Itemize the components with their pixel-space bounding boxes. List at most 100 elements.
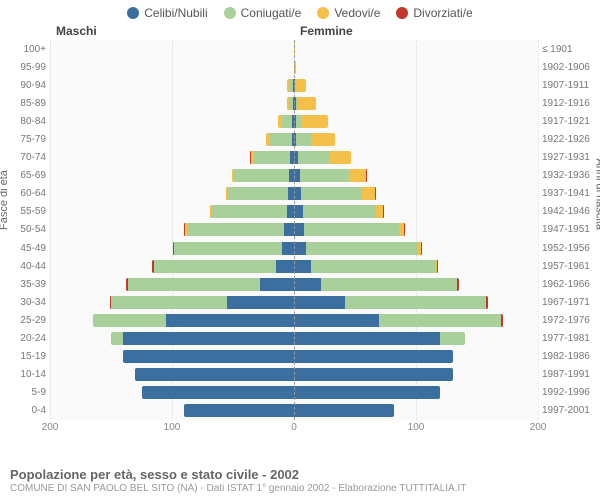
- legend-item: Celibi/Nubili: [127, 6, 207, 20]
- age-label: 85-89: [0, 94, 50, 112]
- female-bar: [294, 76, 538, 94]
- birth-label: 1962-1966: [538, 275, 600, 293]
- birth-label: 1902-1906: [538, 58, 600, 76]
- legend: Celibi/NubiliConiugati/eVedovi/eDivorzia…: [0, 0, 600, 24]
- birth-label: 1997-2001: [538, 402, 600, 420]
- legend-label: Vedovi/e: [334, 6, 380, 20]
- x-axis: 2001000100200: [0, 422, 600, 436]
- legend-item: Vedovi/e: [317, 6, 380, 20]
- bar-segment: [184, 404, 294, 417]
- female-bar: [294, 257, 538, 275]
- bar-segment: [294, 296, 345, 309]
- bar-segment: [287, 205, 294, 218]
- bar-segment: [128, 278, 260, 291]
- birth-label: 1932-1936: [538, 167, 600, 185]
- bar-segment: [294, 278, 321, 291]
- bar-segment: [311, 260, 435, 273]
- birth-label: 1917-1921: [538, 112, 600, 130]
- bar-segment: [260, 278, 294, 291]
- bar-segment: [457, 278, 458, 291]
- bar-segment: [375, 187, 376, 200]
- legend-item: Coniugati/e: [224, 6, 302, 20]
- female-bar: [294, 94, 538, 112]
- age-label: 30-34: [0, 293, 50, 311]
- bar-segment: [111, 296, 227, 309]
- age-label: 5-9: [0, 384, 50, 402]
- male-bar: [50, 112, 294, 130]
- female-bar: [294, 130, 538, 148]
- female-bar: [294, 239, 538, 257]
- bar-segment: [282, 115, 292, 128]
- bar-segment: [421, 242, 422, 255]
- age-label: 0-4: [0, 402, 50, 420]
- birth-label: 1992-1996: [538, 384, 600, 402]
- male-bar: [50, 40, 294, 58]
- age-label: 25-29: [0, 311, 50, 329]
- age-label: 15-19: [0, 348, 50, 366]
- age-label: 35-39: [0, 275, 50, 293]
- male-bar: [50, 76, 294, 94]
- bar-segment: [345, 296, 485, 309]
- bar-segment: [440, 332, 464, 345]
- bar-segment: [296, 133, 311, 146]
- bar-segment: [154, 260, 276, 273]
- birth-label: 1977-1981: [538, 330, 600, 348]
- bar-segment: [270, 133, 292, 146]
- bar-segment: [298, 151, 330, 164]
- y-right-axis-title: Anni di nascita: [594, 158, 600, 230]
- bar-segment: [311, 133, 335, 146]
- column-headers: Maschi Femmine: [0, 24, 600, 38]
- bar-segment: [294, 404, 394, 417]
- female-bar: [294, 40, 538, 58]
- bar-segment: [362, 187, 374, 200]
- y-right-axis: ≤ 19011902-19061907-19111912-19161917-19…: [538, 40, 600, 420]
- birth-label: 1967-1971: [538, 293, 600, 311]
- bar-segment: [366, 169, 367, 182]
- footer: Popolazione per età, sesso e stato civil…: [10, 467, 590, 494]
- legend-label: Celibi/Nubili: [144, 6, 207, 20]
- age-label: 75-79: [0, 130, 50, 148]
- bar-segment: [294, 368, 453, 381]
- bar-segment: [376, 205, 383, 218]
- male-bar: [50, 330, 294, 348]
- bar-segment: [294, 386, 440, 399]
- male-bar: [50, 402, 294, 420]
- male-bar: [50, 239, 294, 257]
- bar-segment: [303, 205, 376, 218]
- bar-segment: [174, 242, 281, 255]
- bar-segment: [404, 223, 405, 236]
- female-bar: [294, 366, 538, 384]
- bar-segment: [486, 296, 488, 309]
- bar-segment: [123, 332, 294, 345]
- bar-segment: [301, 115, 328, 128]
- bar-segment: [123, 350, 294, 363]
- birth-label: 1972-1976: [538, 311, 600, 329]
- age-label: 10-14: [0, 366, 50, 384]
- male-bar: [50, 167, 294, 185]
- legend-swatch: [396, 7, 408, 19]
- birth-label: 1987-1991: [538, 366, 600, 384]
- header-male: Maschi: [56, 24, 300, 38]
- bar-segment: [142, 386, 295, 399]
- bar-segment: [135, 368, 294, 381]
- birth-label: 1922-1926: [538, 130, 600, 148]
- age-label: 70-74: [0, 149, 50, 167]
- header-female: Femmine: [300, 24, 544, 38]
- female-bar: [294, 58, 538, 76]
- legend-label: Coniugati/e: [241, 6, 302, 20]
- birth-label: 1982-1986: [538, 348, 600, 366]
- female-bar: [294, 402, 538, 420]
- pyramid-chart: Fasce di età 100+95-9990-9485-8980-8475-…: [0, 40, 600, 420]
- bar-segment: [93, 314, 166, 327]
- bar-segment: [298, 97, 316, 110]
- bar-segment: [306, 242, 418, 255]
- x-ticks: 2001000100200: [50, 422, 538, 436]
- bar-segment: [294, 187, 301, 200]
- male-bar: [50, 94, 294, 112]
- age-label: 20-24: [0, 330, 50, 348]
- male-bar: [50, 348, 294, 366]
- bar-segment: [294, 314, 379, 327]
- bar-segment: [294, 242, 306, 255]
- bar-segment: [294, 260, 311, 273]
- y-left-axis-title: Fasce di età: [0, 170, 10, 230]
